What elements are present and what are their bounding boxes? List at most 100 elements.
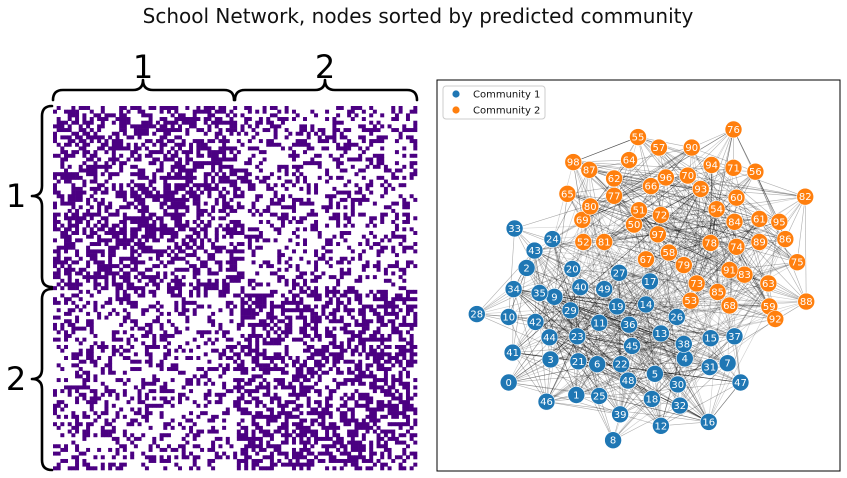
matrix-cell xyxy=(64,444,69,449)
matrix-cell xyxy=(295,219,300,224)
matrix-cell xyxy=(387,392,392,397)
matrix-cell xyxy=(387,367,392,372)
matrix-cell xyxy=(299,330,304,335)
matrix-cell xyxy=(97,264,102,269)
matrix-cell xyxy=(306,389,311,394)
matrix-cell xyxy=(269,455,274,460)
matrix-cell xyxy=(56,403,61,408)
node-72 xyxy=(652,206,670,224)
matrix-cell xyxy=(365,197,370,202)
matrix-cell xyxy=(122,146,127,151)
matrix-cell xyxy=(163,194,168,199)
matrix-cell xyxy=(122,275,127,280)
matrix-cell xyxy=(166,109,171,114)
matrix-cell xyxy=(255,344,260,349)
node-19 xyxy=(608,297,626,316)
matrix-cell xyxy=(369,161,374,166)
matrix-cell xyxy=(284,363,289,368)
matrix-cell xyxy=(155,139,160,144)
matrix-cell xyxy=(295,422,300,427)
matrix-cell xyxy=(196,197,201,202)
matrix-cell xyxy=(258,429,263,434)
matrix-cell xyxy=(303,374,307,379)
matrix-cell xyxy=(185,315,190,320)
matrix-cell xyxy=(108,231,113,235)
matrix-cell xyxy=(361,315,366,320)
matrix-cell xyxy=(402,337,407,342)
graph-edge xyxy=(534,250,647,260)
matrix-cell xyxy=(119,260,124,265)
matrix-cell xyxy=(339,300,344,305)
matrix-cell xyxy=(280,378,285,383)
matrix-cell xyxy=(152,106,157,110)
matrix-cell xyxy=(398,234,403,239)
matrix-cell xyxy=(380,444,385,449)
matrix-cell xyxy=(369,381,374,386)
matrix-cell xyxy=(196,212,201,217)
matrix-cell xyxy=(82,128,87,133)
matrix-cell xyxy=(361,319,366,324)
matrix-cell xyxy=(89,466,94,471)
matrix-cell xyxy=(207,150,212,155)
matrix-cell xyxy=(372,297,377,302)
matrix-cell xyxy=(178,146,182,151)
matrix-cell xyxy=(372,164,377,169)
graph-edge xyxy=(526,267,571,311)
matrix-cell xyxy=(159,205,164,210)
matrix-cell xyxy=(369,106,374,110)
matrix-cell xyxy=(262,150,267,155)
matrix-cell xyxy=(391,385,396,390)
matrix-cell xyxy=(148,278,153,283)
matrix-cell xyxy=(166,348,171,353)
matrix-cell xyxy=(251,135,256,140)
matrix-cell xyxy=(394,304,399,309)
matrix-cell xyxy=(391,392,396,397)
matrix-cell xyxy=(86,275,91,280)
node-label-27: 27 xyxy=(613,268,626,279)
matrix-cell xyxy=(82,146,87,151)
matrix-cell xyxy=(398,396,403,401)
matrix-cell xyxy=(369,466,374,471)
matrix-cell xyxy=(266,367,271,372)
graph-edge xyxy=(573,162,583,220)
matrix-cell xyxy=(376,367,381,372)
matrix-cell xyxy=(119,190,124,195)
matrix-cell xyxy=(78,326,83,331)
matrix-cell xyxy=(115,396,120,401)
matrix-cell xyxy=(391,106,396,110)
node-label-16: 16 xyxy=(702,417,715,428)
matrix-cell xyxy=(211,113,216,118)
matrix-cell xyxy=(405,304,410,309)
matrix-cell xyxy=(126,341,131,346)
matrix-cell xyxy=(247,308,252,313)
matrix-cell xyxy=(365,319,370,324)
matrix-cell xyxy=(130,150,135,155)
matrix-cell xyxy=(240,308,245,313)
matrix-cell xyxy=(141,197,146,202)
matrix-cell xyxy=(354,333,359,338)
matrix-cell xyxy=(391,308,396,313)
matrix-cell xyxy=(78,367,83,372)
graph-edge xyxy=(508,305,730,383)
matrix-cell xyxy=(240,124,245,129)
matrix-cell xyxy=(93,260,98,265)
matrix-cell xyxy=(236,356,241,360)
matrix-cell xyxy=(93,223,98,228)
matrix-cell xyxy=(288,433,293,438)
graph-edge xyxy=(660,242,711,426)
matrix-cell xyxy=(185,418,190,423)
matrix-cell xyxy=(174,201,179,206)
matrix-cell xyxy=(251,374,256,379)
matrix-cell xyxy=(189,389,194,394)
matrix-cell xyxy=(332,433,337,438)
matrix-cell xyxy=(222,146,227,151)
matrix-cell xyxy=(225,436,230,441)
matrix-cell xyxy=(394,260,399,265)
matrix-cell xyxy=(185,153,190,158)
matrix-cell xyxy=(196,330,201,335)
matrix-cell xyxy=(166,455,171,460)
matrix-cell xyxy=(394,297,399,302)
matrix-cell xyxy=(255,333,260,338)
node-56 xyxy=(746,162,765,181)
matrix-cell xyxy=(218,322,223,327)
